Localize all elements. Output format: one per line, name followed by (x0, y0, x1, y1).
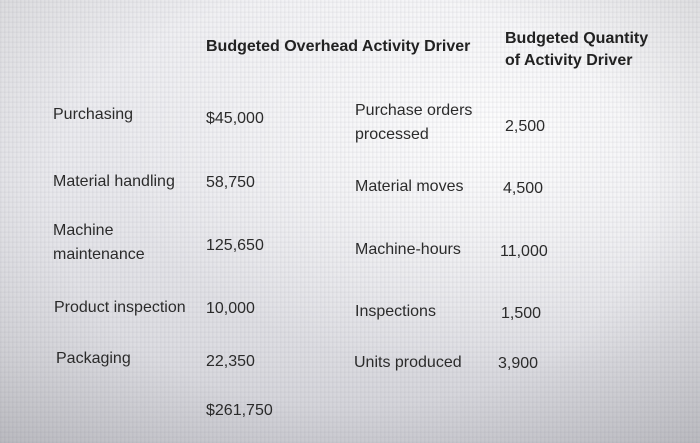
row-activity: Product inspection (54, 299, 186, 316)
row-quantity: 3,900 (498, 355, 539, 372)
row-driver: Purchase orders processed (355, 102, 473, 143)
row-cost: 125,650 (206, 237, 264, 254)
header-overhead-activity-driver: Budgeted Overhead Activity Driver (206, 38, 471, 55)
row-driver: Inspections (355, 303, 436, 320)
header-budgeted-quantity: Budgeted Quantity of Activity Driver (505, 30, 649, 69)
row-activity: Purchasing (53, 106, 134, 123)
row-quantity: 2,500 (505, 118, 546, 135)
row-cost: 22,350 (206, 353, 255, 370)
row-quantity: 4,500 (503, 180, 544, 197)
row-cost: 58,750 (206, 174, 255, 191)
row-driver: Material moves (355, 178, 464, 195)
row-cost: 10,000 (206, 300, 255, 317)
row-activity: Machine maintenance (53, 222, 145, 263)
row-activity: Material handling (53, 173, 175, 190)
total-cost: $261,750 (206, 402, 273, 419)
row-cost: $45,000 (206, 110, 264, 127)
row-quantity: 11,000 (500, 243, 548, 260)
row-driver: Units produced (354, 354, 462, 371)
row-driver: Machine-hours (355, 241, 461, 258)
row-activity: Packaging (56, 350, 131, 367)
row-quantity: 1,500 (501, 305, 542, 322)
